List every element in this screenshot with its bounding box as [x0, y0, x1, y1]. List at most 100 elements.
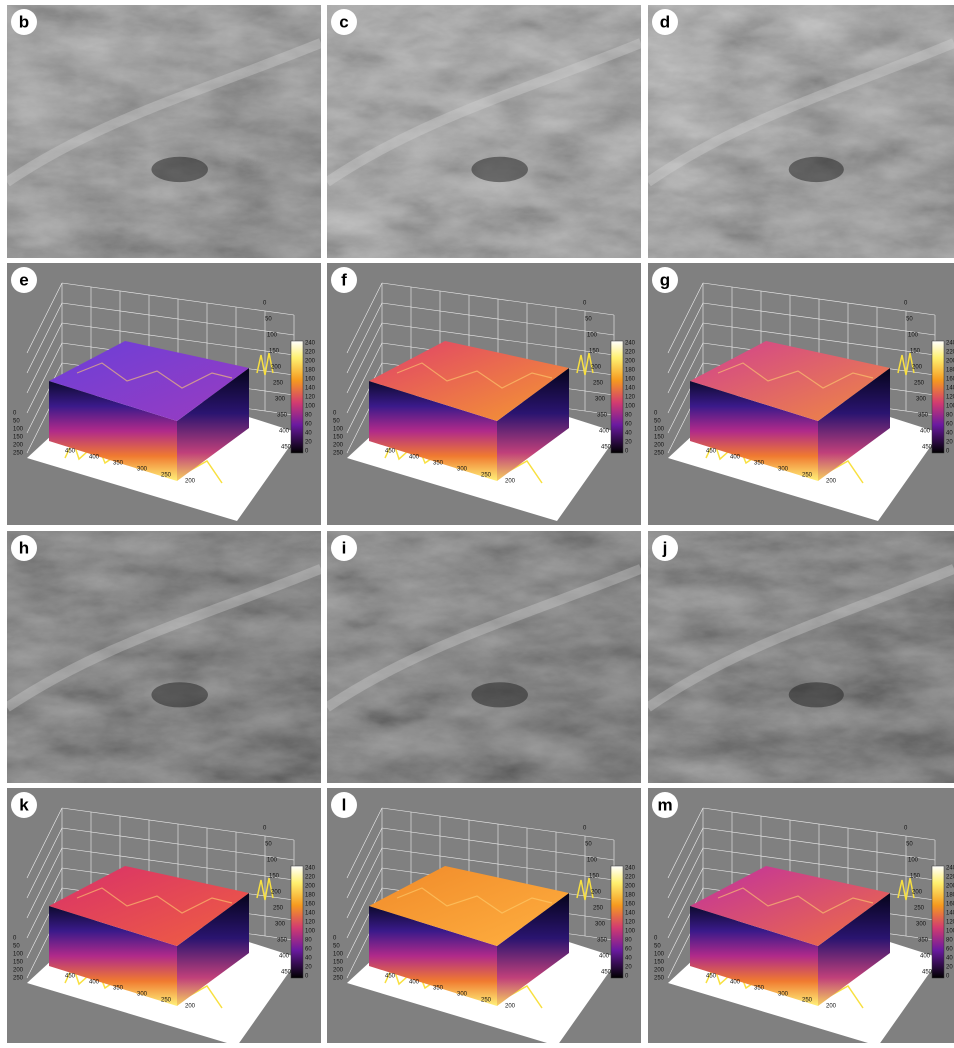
colorbar-tick-label: 160 [946, 377, 954, 383]
panel-label: g [660, 270, 670, 289]
z-tick-label: 250 [654, 976, 665, 982]
x-tick-label: 450 [65, 974, 76, 980]
y-tick-label: 200 [271, 365, 282, 371]
colorbar-tick-label: 60 [625, 947, 632, 953]
colorbar-tick-label: 100 [946, 929, 954, 935]
y-tick-label: 50 [585, 842, 592, 848]
y-tick-label: 150 [589, 349, 600, 355]
y-tick-label: 400 [599, 429, 610, 435]
colorbar-tick-label: 80 [946, 413, 953, 419]
z-tick-label: 200 [13, 968, 24, 974]
y-tick-label: 250 [593, 381, 604, 387]
y-tick-label: 300 [275, 397, 286, 403]
pore [151, 682, 208, 707]
z-tick-label: 250 [13, 451, 24, 457]
x-tick-label: 250 [161, 998, 172, 1004]
y-tick-label: 250 [914, 906, 925, 912]
colorbar-tick-label: 40 [625, 431, 632, 437]
z-tick-label: 200 [654, 968, 665, 974]
colorbar-tick-label: 20 [625, 965, 632, 971]
colorbar-tick-label: 40 [946, 956, 953, 962]
colorbar-tick-label: 160 [625, 902, 636, 908]
colorbar-tick-label: 40 [625, 956, 632, 962]
colorbar [932, 341, 944, 453]
colorbar-tick-label: 240 [305, 866, 316, 872]
x-tick-label: 450 [385, 974, 396, 980]
y-tick-label: 50 [906, 842, 913, 848]
colorbar-tick-label: 140 [305, 911, 316, 917]
y-tick-label: 400 [279, 954, 290, 960]
colorbar-tick-label: 120 [305, 395, 316, 401]
z-tick-label: 50 [13, 419, 20, 425]
y-tick-label: 450 [922, 445, 933, 451]
colorbar-tick-label: 20 [305, 440, 312, 446]
y-tick-label: 100 [587, 858, 598, 864]
colorbar [611, 341, 623, 453]
y-tick-label: 350 [918, 413, 929, 419]
surface-plot-panel: 2402202001801601401201008060402000501001… [648, 788, 954, 1043]
colorbar-tick-label: 120 [625, 920, 636, 926]
z-tick-label: 250 [333, 976, 344, 982]
colorbar-tick-label: 180 [946, 893, 954, 899]
y-tick-label: 50 [585, 317, 592, 323]
colorbar-tick-label: 40 [305, 431, 312, 437]
colorbar-tick-label: 180 [305, 893, 316, 899]
y-tick-label: 200 [912, 365, 923, 371]
colorbar-tick-label: 140 [625, 386, 636, 392]
colorbar-tick-label: 80 [625, 938, 632, 944]
z-tick-label: 50 [333, 419, 340, 425]
z-tick-label: 200 [333, 443, 344, 449]
x-tick-label: 200 [826, 479, 837, 485]
x-tick-label: 200 [505, 479, 516, 485]
z-tick-label: 100 [333, 427, 344, 433]
colorbar-tick-label: 20 [305, 965, 312, 971]
y-tick-label: 250 [914, 381, 925, 387]
y-tick-label: 50 [906, 317, 913, 323]
figure: bcdhij2402202001801601401201008060402000… [0, 0, 954, 1043]
x-tick-label: 300 [778, 992, 789, 998]
surface-plot-panel: 2402202001801601401201008060402000501001… [648, 263, 954, 525]
colorbar-tick-label: 60 [305, 947, 312, 953]
z-tick-label: 100 [333, 952, 344, 958]
colorbar-tick-label: 20 [625, 440, 632, 446]
colorbar-tick-label: 200 [305, 359, 316, 365]
x-tick-label: 450 [65, 449, 76, 455]
colorbar-tick-label: 140 [625, 911, 636, 917]
sem-panel: c [327, 5, 641, 258]
x-tick-label: 250 [161, 473, 172, 479]
micrograph-texture [7, 531, 321, 783]
x-tick-label: 250 [481, 998, 492, 1004]
y-tick-label: 200 [912, 890, 923, 896]
colorbar-tick-label: 200 [625, 359, 636, 365]
pore [789, 157, 844, 182]
colorbar-tick-label: 200 [305, 884, 316, 890]
sem-panel: h [7, 531, 321, 783]
y-tick-label: 150 [910, 874, 921, 880]
y-tick-label: 100 [587, 333, 598, 339]
x-tick-label: 250 [802, 473, 813, 479]
colorbar-tick-label: 40 [946, 431, 953, 437]
y-tick-label: 400 [920, 429, 931, 435]
surface-plot-panel: 2402202001801601401201008060402000501001… [7, 263, 321, 525]
y-tick-label: 450 [601, 970, 612, 976]
z-tick-label: 200 [333, 968, 344, 974]
colorbar-tick-label: 60 [946, 422, 953, 428]
colorbar-tick-label: 80 [305, 413, 312, 419]
z-tick-label: 100 [13, 427, 24, 433]
colorbar-tick-label: 100 [946, 404, 954, 410]
panel-label: b [19, 12, 29, 31]
x-tick-label: 200 [185, 1004, 196, 1010]
colorbar [291, 341, 303, 453]
colorbar-tick-label: 220 [946, 350, 954, 356]
panel-label: k [19, 795, 29, 814]
colorbar-tick-label: 140 [946, 386, 954, 392]
y-tick-label: 350 [277, 938, 288, 944]
z-tick-label: 150 [13, 435, 24, 441]
panel-label: h [19, 538, 29, 557]
colorbar-tick-label: 220 [625, 350, 636, 356]
surface-plot-panel: 2402202001801601401201008060402000501001… [7, 788, 321, 1043]
y-tick-label: 450 [281, 445, 292, 451]
y-tick-label: 300 [916, 922, 927, 928]
y-tick-label: 350 [597, 413, 608, 419]
z-tick-label: 150 [333, 435, 344, 441]
